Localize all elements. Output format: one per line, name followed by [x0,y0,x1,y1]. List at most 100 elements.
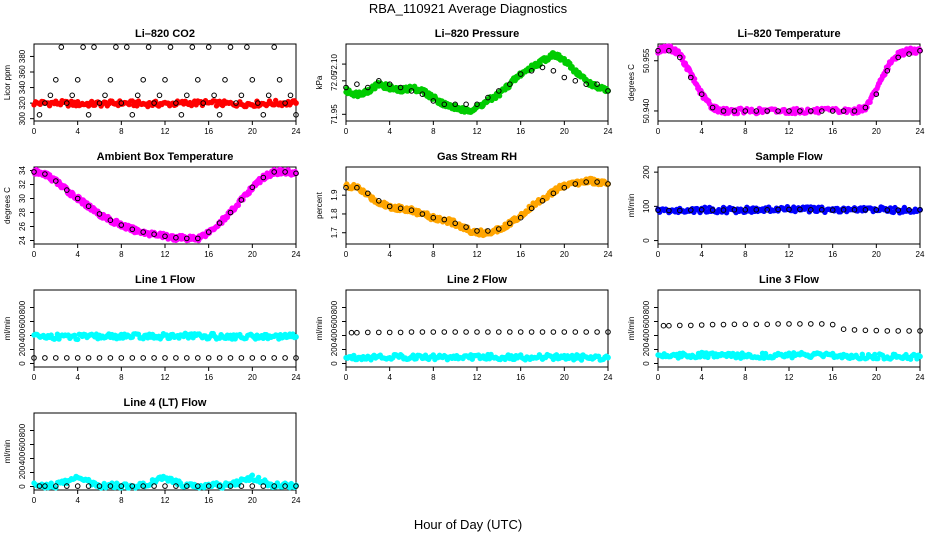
data-point [408,207,415,213]
data-point [485,94,491,101]
series-2 [348,329,611,336]
data-point [265,92,272,99]
data-point [753,207,760,213]
data-point [430,329,437,335]
data-point [753,108,760,114]
data-point [31,169,37,175]
data-point [474,228,480,234]
data-point [517,214,524,221]
data-point [140,483,146,489]
data-point [572,329,579,335]
data-point [216,483,223,489]
x-tick-label: 8 [431,127,436,136]
data-point [365,84,371,91]
data-point [222,77,228,83]
series-2 [655,206,923,214]
data-point [118,355,125,361]
data-point [688,322,694,329]
data-point [249,77,256,83]
series-1 [31,166,299,244]
data-point [216,355,223,361]
data-point [129,355,136,361]
data-point [107,77,114,83]
y-tick-label: 32 [18,180,27,189]
data-point [666,207,672,214]
data-point [873,207,880,213]
data-point [561,74,568,81]
data-point [862,207,869,213]
y-tick-label: 28 [18,208,27,217]
x-tick-label: 12 [161,250,170,259]
panel-title: Ambient Box Temperature [97,151,234,163]
data-point [764,108,771,114]
data-point [42,483,48,489]
series-2 [36,483,299,489]
data-point [829,108,836,114]
data-point [184,235,190,242]
x-tick-label: 24 [916,127,925,136]
x-tick-label: 20 [560,250,569,259]
data-point [96,355,103,361]
data-point [249,355,256,361]
data-point [507,220,513,227]
data-point [578,357,585,363]
y-tick-label: 320 [18,96,27,110]
data-point [85,203,92,209]
data-point [474,329,480,335]
x-tick-label: 20 [872,373,881,382]
data-point [205,229,212,235]
x-tick-label: 20 [248,373,257,382]
data-point [408,329,415,335]
data-point [463,224,469,230]
data-point [655,207,661,213]
data-point [129,483,136,489]
panel-3: Li–820 Temperature 0 4 8 12 16 20 24 50.940 50.95… [627,28,925,136]
data-point [786,206,792,213]
y-axis-label: percent [315,191,324,218]
data-point [74,336,81,343]
data-point [734,110,741,117]
series-1 [655,204,923,216]
data-point [419,329,426,335]
y-tick-label: 600 [18,437,27,451]
data-point [528,68,535,74]
data-point [227,355,234,361]
x-tick-label: 24 [604,250,613,259]
panel-6: Sample Flow 0 4 8 12 16 20 24 0 100 200 ml/min [627,151,925,259]
data-point [282,355,288,361]
series-1 [655,43,923,117]
panel-title: Gas Stream RH [437,151,517,163]
data-point [53,178,59,184]
data-point [167,44,174,50]
data-point [720,108,727,114]
data-point [129,112,136,118]
data-point [917,47,923,54]
x-tick-label: 24 [292,496,301,505]
y-tick-label: 600 [18,314,27,328]
data-point [376,329,382,336]
data-point [249,472,256,478]
x-tick-label: 4 [75,373,80,382]
data-point [698,207,705,213]
data-point [829,321,836,328]
data-point [64,355,70,361]
data-point [873,327,880,334]
data-point [731,108,738,114]
data-point [550,190,557,197]
data-point [271,355,278,361]
data-point [742,321,749,328]
x-tick-label: 16 [204,127,213,136]
data-point [819,207,825,213]
data-point [53,485,59,491]
data-point [550,68,557,74]
data-point [107,483,114,489]
data-point [74,195,81,202]
data-point [917,328,923,334]
data-point [42,171,48,177]
y-tick-label: 800 [18,300,27,314]
data-point [74,355,81,361]
data-point [594,81,600,87]
panel-title: Line 3 Flow [759,274,819,286]
